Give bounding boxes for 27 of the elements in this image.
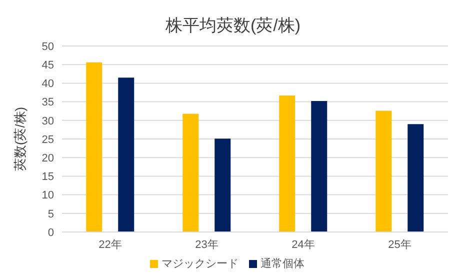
x-tick-label: 24年 xyxy=(292,238,315,251)
y-tick-label: 10 xyxy=(42,190,54,202)
x-tick-label: 25年 xyxy=(388,238,412,251)
y-tick-label: 35 xyxy=(42,96,54,109)
bar xyxy=(86,62,102,232)
x-tick-label: 22年 xyxy=(98,238,122,251)
legend-label: マジックシード xyxy=(162,258,238,270)
bar xyxy=(376,110,392,232)
y-tick-label: 5 xyxy=(48,208,54,220)
y-tick-label: 25 xyxy=(42,134,54,146)
y-tick-label: 45 xyxy=(42,60,54,72)
y-tick-label: 30 xyxy=(42,115,54,128)
bar xyxy=(214,138,231,232)
y-tick-label: 0 xyxy=(48,226,54,239)
y-tick-label: 15 xyxy=(42,171,54,184)
bar xyxy=(408,124,424,232)
y-tick-label: 20 xyxy=(42,152,54,165)
bar xyxy=(118,78,134,232)
x-tick-label: 23年 xyxy=(195,238,218,251)
y-axis-title: 莢数(莢/株) xyxy=(12,106,28,172)
bar xyxy=(279,95,296,232)
chart-title: 株平均莢数(莢/株) xyxy=(164,15,302,37)
y-tick-label: 40 xyxy=(42,78,54,90)
y-tick-label: 50 xyxy=(42,40,54,53)
bar xyxy=(182,114,199,232)
legend-label: 通常個体 xyxy=(260,258,304,270)
bar xyxy=(311,101,328,232)
